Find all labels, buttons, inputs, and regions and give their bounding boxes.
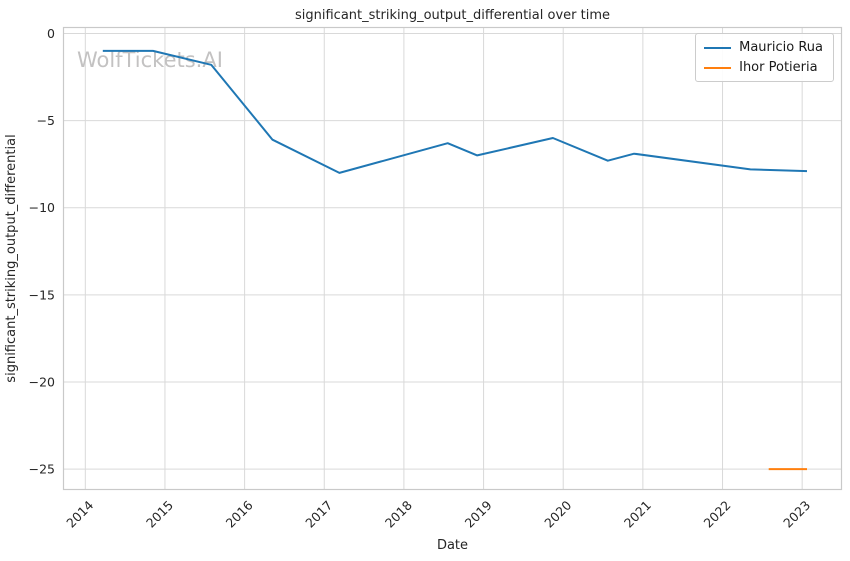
x-tick-label: 2015 <box>143 498 176 531</box>
y-tick-label: −5 <box>37 113 55 128</box>
x-tick-label: 2020 <box>541 497 574 530</box>
grid-layer <box>63 27 842 490</box>
legend-label: Mauricio Rua <box>739 40 823 55</box>
x-tick-label: 2016 <box>223 497 256 530</box>
x-tick-label: 2021 <box>621 498 654 531</box>
x-tick-label: 2018 <box>382 497 415 530</box>
x-tick-label: 2017 <box>302 498 335 531</box>
x-tick-label: 2023 <box>780 498 813 531</box>
series-line-mauricio-rua <box>102 49 808 174</box>
x-tick-label: 2019 <box>462 497 495 530</box>
watermark: WolfTickets.AI <box>77 48 223 72</box>
legend-line-icon <box>704 66 732 69</box>
y-tick-label: −25 <box>29 462 55 477</box>
y-tick-label: −15 <box>29 287 55 302</box>
legend-line-icon <box>704 46 732 49</box>
plot-spines <box>62 26 843 491</box>
x-tick-label: 2014 <box>63 497 96 530</box>
legend: Mauricio Rua Ihor Potieria <box>695 33 834 82</box>
legend-item: Mauricio Rua <box>704 40 823 55</box>
plot-area <box>63 27 842 490</box>
series-layer <box>102 49 808 471</box>
y-tick-label: −20 <box>29 374 55 389</box>
x-axis-label: Date <box>437 538 468 553</box>
y-tick-label: 0 <box>47 26 55 41</box>
legend-label: Ihor Potieria <box>739 60 818 75</box>
chart-title: significant_striking_output_differential… <box>295 8 610 23</box>
legend-item: Ihor Potieria <box>704 60 823 75</box>
y-axis-label: significant_striking_output_differential <box>4 134 19 382</box>
y-tick-label: −10 <box>29 200 55 215</box>
x-tick-label: 2022 <box>701 498 734 531</box>
